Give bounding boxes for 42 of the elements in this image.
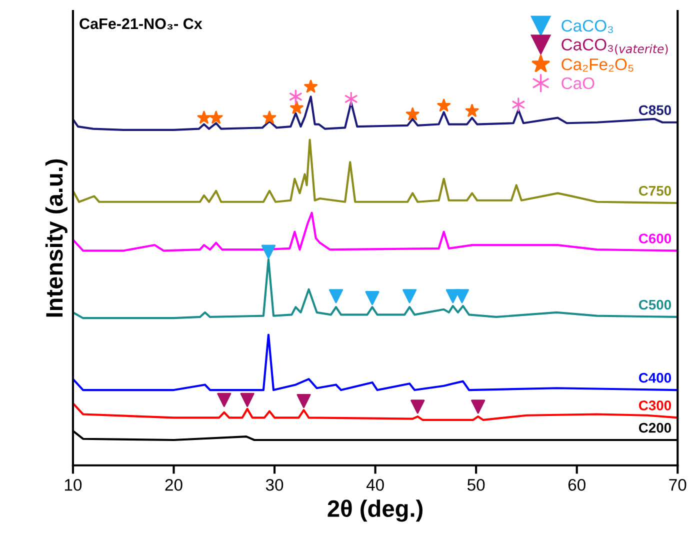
x-tick-label: 70 [669, 478, 686, 491]
series-label: C300 [638, 400, 672, 410]
chart-title: CaFe-21-NO₃- Cx [80, 18, 202, 30]
point [209, 110, 223, 124]
point [289, 90, 302, 104]
point [365, 290, 380, 306]
point [437, 98, 451, 112]
point [290, 100, 304, 114]
x-tick-label: 60 [568, 478, 586, 491]
series-label: C200 [638, 422, 672, 433]
x-tick-label: 30 [266, 478, 284, 491]
point [217, 392, 232, 407]
x-axis-title: 2θ (deg.) [328, 500, 422, 522]
series-label: C600 [638, 234, 672, 244]
series-label: C500 [638, 300, 672, 310]
x-tick-label: 20 [165, 478, 182, 491]
point [261, 244, 276, 259]
legend-label: Ca₂Fe₂O₅ [562, 58, 634, 72]
series-label: C750 [638, 186, 672, 196]
series-label: C400 [638, 372, 672, 383]
legend-label: CaCO₃ [562, 20, 613, 34]
y-axis-title: Intensity (a.u.) [45, 159, 68, 317]
point [296, 394, 311, 408]
legend-label: CaCO₃$_{(vaterite)}$ [562, 38, 668, 55]
point [262, 110, 276, 124]
series-label: C850 [638, 105, 672, 116]
point [471, 400, 486, 414]
point [240, 392, 254, 407]
point [197, 110, 211, 124]
x-tick-label: 40 [366, 478, 384, 491]
point [328, 289, 344, 304]
point [406, 107, 420, 120]
point [344, 92, 358, 106]
legend-label: CaO [562, 77, 594, 90]
point [465, 104, 479, 117]
x-tick-label: 10 [64, 478, 82, 491]
x-tick-label: 50 [467, 478, 485, 491]
point [410, 400, 425, 414]
point [304, 80, 318, 93]
point [454, 289, 470, 304]
point [402, 289, 417, 304]
point [512, 98, 525, 112]
